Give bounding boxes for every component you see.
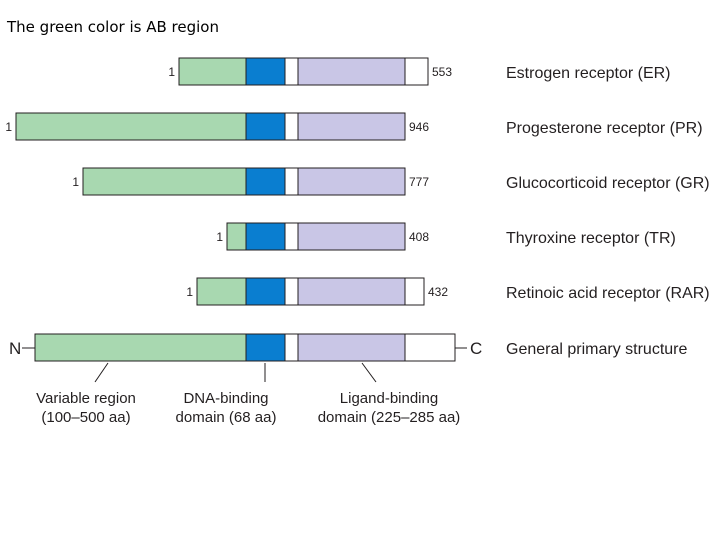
receptor-row-gr: 1 777 Glucocorticoid receptor (GR) [72,167,710,196]
receptor-row-tr: 1 408 Thyroxine receptor (TR) [216,222,676,251]
start-label: 1 [72,175,79,189]
general-structure: N C General primary structure [9,333,687,362]
ligand-caption-size: domain (225–285 aa) [318,409,461,426]
ligand-binding-domain [297,167,406,196]
start-label: 1 [5,120,12,134]
receptor-name: Glucocorticoid receptor (GR) [506,175,710,192]
start-label: 1 [168,65,175,79]
receptor-name: Progesterone receptor (PR) [506,120,703,137]
variable-caption-title: Variable region [36,390,136,407]
receptor-rows: 1 553 Estrogen receptor (ER) 1 946 Progestero… [5,57,710,306]
ligand-binding-domain [297,57,406,86]
variable-pointer [94,362,109,383]
dna-caption-size: domain (68 aa) [176,409,277,426]
c-terminal-region [404,277,425,306]
variable-caption-size: (100–500 aa) [41,409,130,426]
ligand-binding-domain [297,112,406,141]
dna-binding-domain [245,277,286,306]
receptor-row-er: 1 553 Estrogen receptor (ER) [168,57,671,86]
variable-region [226,222,247,251]
hinge-region [284,222,299,251]
dna-binding-domain [245,112,286,141]
start-label: 1 [186,285,193,299]
receptor-name: Retinoic acid receptor (RAR) [506,285,710,302]
dna-binding-domain [245,57,286,86]
ligand-binding-domain [297,222,406,251]
ligand-caption-title: Ligand-binding [340,390,438,407]
general-dna-binding-domain [245,333,286,362]
ligand-binding-domain [297,277,406,306]
n-terminus-label: N [9,339,21,358]
hinge-region [284,277,299,306]
general-ligand-binding-domain [297,333,406,362]
receptor-name: Estrogen receptor (ER) [506,65,671,82]
hinge-region [284,167,299,196]
c-terminal-region [404,57,429,86]
length-label: 408 [409,230,429,244]
length-label: 946 [409,120,429,134]
variable-region [15,112,247,141]
receptor-row-rar: 1 432 Retinoic acid receptor (RAR) [186,277,710,306]
general-variable-region [34,333,247,362]
ligand-pointer [361,362,377,383]
dna-caption-title: DNA-binding [183,390,268,407]
variable-region [82,167,247,196]
note-text: The green color is AB region [6,18,219,36]
length-label: 432 [428,285,448,299]
domain-captions: Variable region (100–500 aa) DNA-binding… [36,362,461,426]
receptor-row-pr: 1 946 Progesterone receptor (PR) [5,112,703,141]
hinge-region [284,57,299,86]
general-c-terminal-region [404,333,456,362]
length-label: 777 [409,175,429,189]
variable-region [196,277,247,306]
length-label: 553 [432,65,452,79]
variable-region [178,57,247,86]
dna-binding-domain [245,222,286,251]
receptor-name: Thyroxine receptor (TR) [506,230,676,247]
general-structure-name: General primary structure [506,341,687,358]
dna-binding-domain [245,167,286,196]
general-hinge-region [284,333,299,362]
start-label: 1 [216,230,223,244]
hinge-region [284,112,299,141]
c-terminus-label: C [470,339,482,358]
